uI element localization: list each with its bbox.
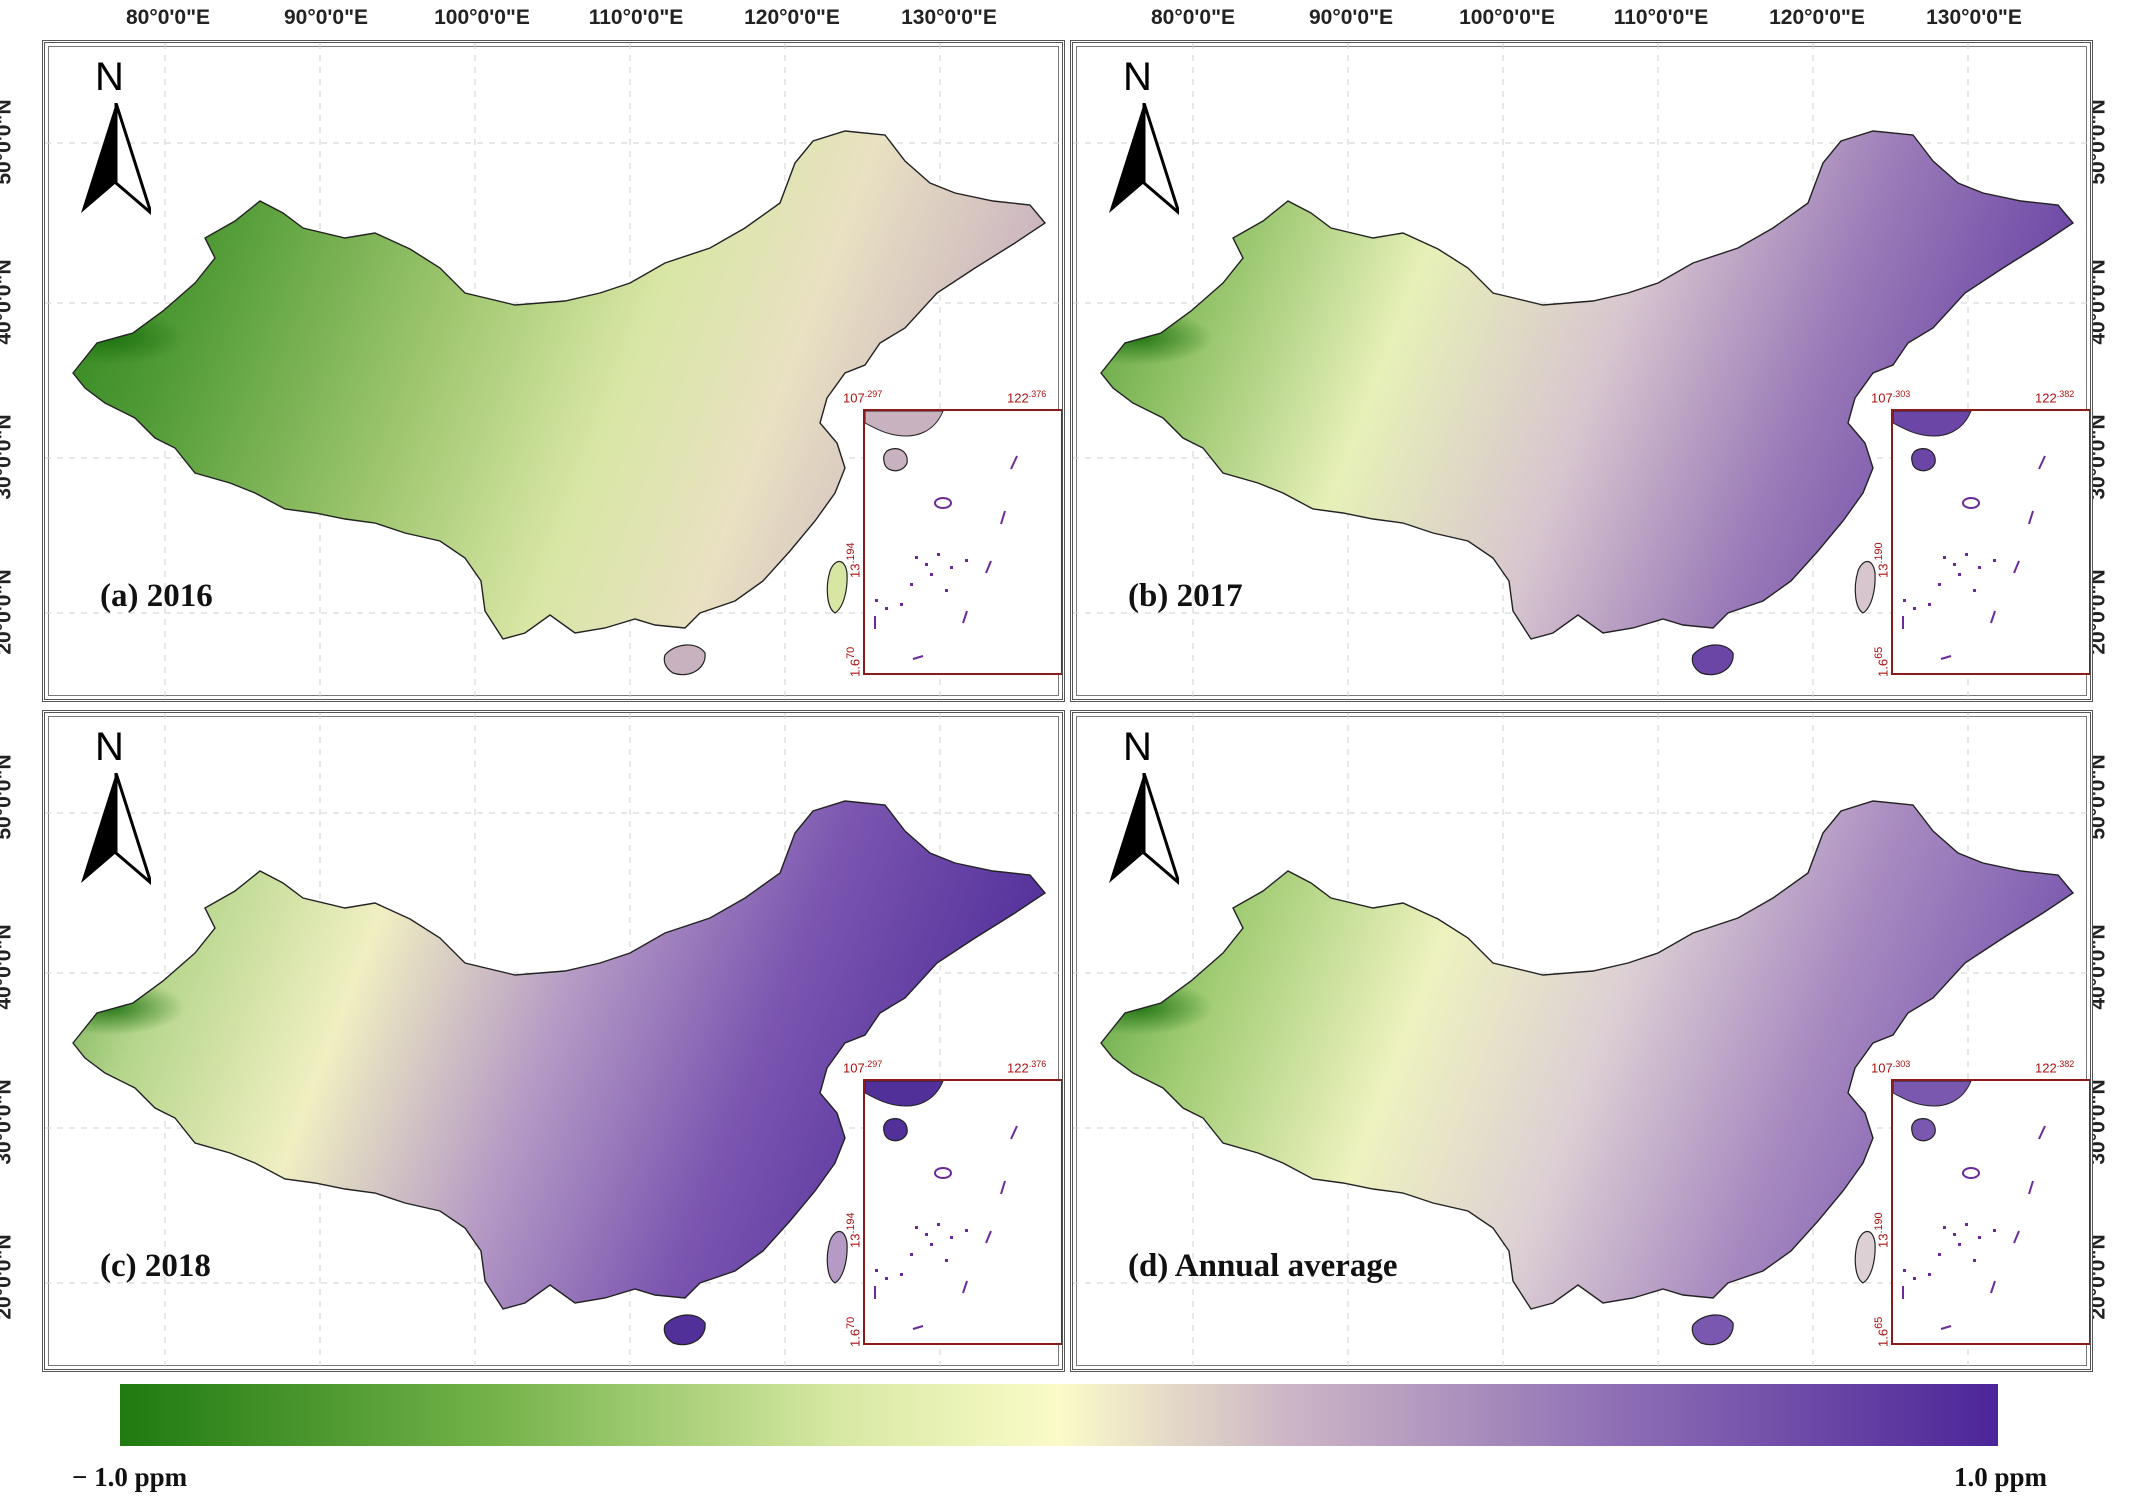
china-outline: [72, 800, 1047, 1310]
hainan-island: [663, 1314, 706, 1346]
lat-label: 50°0'0"N: [0, 754, 16, 840]
china-outline: [1100, 800, 2075, 1310]
inset-lon-left: 107.297: [843, 1059, 883, 1076]
panel-label: (c) 2018: [100, 1248, 211, 1284]
lon-label: 100°0'0"E: [434, 6, 530, 29]
inset-lon-right: 122.376: [1007, 1059, 1047, 1076]
lon-label: 120°0'0"E: [744, 6, 840, 29]
lon-label: 130°0'0"E: [901, 6, 997, 29]
north-label: N: [95, 725, 124, 769]
north-label: N: [1123, 55, 1152, 99]
map-panel: N (a) 2016 107.297 122.376 13.194 1.670: [42, 40, 1065, 702]
lon-label: 90°0'0"E: [1308, 6, 1394, 29]
china-outline: [72, 130, 1047, 640]
panel-label: (a) 2016: [100, 578, 213, 614]
inset-lat-low: 1.665: [1873, 1316, 1891, 1347]
taiwan-island: [1854, 1230, 1876, 1284]
inset-lat-mid: 13.194: [845, 542, 863, 578]
lon-label: 90°0'0"E: [283, 6, 369, 29]
inset-lat-mid: 13.190: [1873, 1212, 1891, 1248]
lon-label: 80°0'0"E: [1150, 6, 1236, 29]
lon-label: 110°0'0"E: [1613, 6, 1709, 29]
south-china-sea-inset: [863, 1079, 1062, 1345]
lon-label: 100°0'0"E: [1459, 6, 1555, 29]
lat-label: 40°0'0"N: [0, 924, 16, 1010]
lat-label: 20°0'0"N: [0, 569, 16, 655]
panel-label: (d) Annual average: [1128, 1248, 1398, 1284]
south-china-sea-inset: [863, 409, 1062, 675]
south-china-sea-inset: [1891, 1079, 2090, 1345]
inset-lat-low: 1.670: [845, 1316, 863, 1347]
longitude-axis-right: 80°0'0"E 90°0'0"E 100°0'0"E 110°0'0"E 12…: [1067, 0, 2134, 40]
inset-lon-right: 122.382: [2035, 389, 2075, 406]
inset-lon-left: 107.303: [1871, 1059, 1911, 1076]
inset-lat-low: 1.670: [845, 646, 863, 677]
taiwan-island: [826, 560, 848, 614]
south-china-sea-inset: [1891, 409, 2090, 675]
hainan-island: [663, 644, 706, 676]
lat-label: 30°0'0"N: [0, 414, 16, 500]
lat-label: 20°0'0"N: [0, 1234, 16, 1320]
lat-label: 30°0'0"N: [0, 1079, 16, 1165]
north-label: N: [1123, 725, 1152, 769]
map-panel: N (c) 2018 107.297 122.376 13.194 1.670: [42, 710, 1065, 1372]
lon-label: 120°0'0"E: [1769, 6, 1865, 29]
inset-lon-right: 122.382: [2035, 1059, 2075, 1076]
inset-lat-mid: 13.194: [845, 1212, 863, 1248]
hainan-island: [1691, 644, 1734, 676]
map-panel: N (b) 2017 107.303 122.382 13.190 1.665: [1070, 40, 2093, 702]
lat-label: 50°0'0"N: [0, 99, 16, 185]
lon-label: 110°0'0"E: [588, 6, 684, 29]
lat-label: 40°0'0"N: [0, 259, 16, 345]
inset-lat-low: 1.665: [1873, 646, 1891, 677]
longitude-axis-left: 80°0'0"E 90°0'0"E 100°0'0"E 110°0'0"E 12…: [0, 0, 1067, 40]
colorbar-min-label: − 1.0 ppm: [72, 1462, 188, 1492]
lon-label: 130°0'0"E: [1926, 6, 2022, 29]
china-outline: [1100, 130, 2075, 640]
latitude-axis-right: 50°0'0"N 40°0'0"N 30°0'0"N 20°0'0"N 50°0…: [2087, 0, 2134, 1380]
inset-lon-right: 122.376: [1007, 389, 1047, 406]
lon-label: 80°0'0"E: [125, 6, 211, 29]
colorbar-gradient: [120, 1384, 1998, 1446]
inset-lon-left: 107.297: [843, 389, 883, 406]
colorbar-max-label: 1.0 ppm: [1954, 1462, 2048, 1492]
map-panel: N (d) Annual average 107.303 122.382 13.19…: [1070, 710, 2093, 1372]
north-label: N: [95, 55, 124, 99]
taiwan-island: [1854, 560, 1876, 614]
inset-lon-left: 107.303: [1871, 389, 1911, 406]
colorbar: [120, 1384, 1998, 1446]
latitude-axis-left: 50°0'0"N 40°0'0"N 30°0'0"N 20°0'0"N 50°0…: [0, 0, 40, 1380]
taiwan-island: [826, 1230, 848, 1284]
panel-label: (b) 2017: [1128, 578, 1243, 614]
inset-lat-mid: 13.190: [1873, 542, 1891, 578]
hainan-island: [1691, 1314, 1734, 1346]
